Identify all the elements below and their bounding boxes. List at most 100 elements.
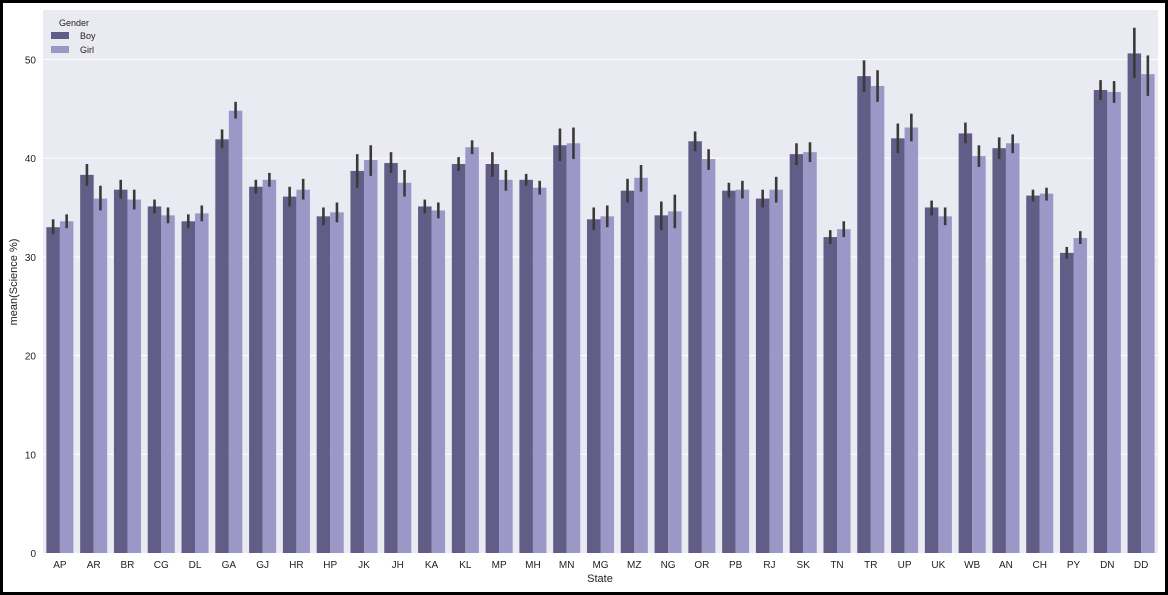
bar-girl-ka xyxy=(431,210,446,553)
bar-boy-dn xyxy=(1093,89,1108,554)
x-tick-label: NG xyxy=(661,560,676,571)
bar-girl-tn xyxy=(837,229,851,553)
bar-girl-or xyxy=(701,159,716,553)
x-tick-label: MZ xyxy=(627,560,641,571)
bar-boy-hr xyxy=(282,196,297,553)
bar-boy-jh xyxy=(384,163,398,553)
bar-boy-ap xyxy=(46,227,60,553)
bar-boy-gj xyxy=(249,186,263,554)
x-tick-label: MH xyxy=(525,560,541,571)
x-tick-label: KL xyxy=(459,560,472,571)
bar-girl-py xyxy=(1073,238,1088,553)
bar-girl-mn xyxy=(566,143,581,554)
bar-boy-tr xyxy=(857,76,871,553)
x-tick-label: TR xyxy=(864,560,877,571)
x-tick-label: JK xyxy=(358,560,370,571)
bar-girl-an xyxy=(1005,143,1020,554)
legend-label-boy: Boy xyxy=(80,31,96,41)
bar-girl-hr xyxy=(296,189,310,553)
bar-girl-br xyxy=(127,199,141,553)
y-tick-label: 50 xyxy=(25,55,37,66)
y-axis-title: mean(Science %) xyxy=(8,239,20,326)
bar-boy-ga xyxy=(215,139,229,553)
y-tick-labels: 0 10 20 30 40 50 xyxy=(25,55,37,560)
x-tick-label: UP xyxy=(898,560,912,571)
bar-boy-br xyxy=(113,189,128,553)
x-tick-label: HR xyxy=(289,560,303,571)
bar-girl-ga xyxy=(228,110,243,554)
bar-boy-mz xyxy=(620,190,635,554)
x-tick-label: AR xyxy=(87,560,101,571)
x-tick-label: JH xyxy=(392,560,404,571)
x-tick-labels: AP AR BR CG DL GA GJ HR HP JK JH KA KL MP MH MN MG MZ NG OR… xyxy=(53,560,1148,571)
bar-boy-ar xyxy=(80,174,94,553)
bar-girl-mp xyxy=(499,179,513,553)
bar-boy-pb xyxy=(722,190,736,554)
x-tick-label: CG xyxy=(154,560,169,571)
bar-girl-dn xyxy=(1107,91,1121,553)
bar-boy-sk xyxy=(789,154,804,553)
bar-boy-ka xyxy=(418,206,432,553)
bar-boy-hp xyxy=(316,216,331,553)
legend-title: Gender xyxy=(59,18,89,28)
y-tick-label: 40 xyxy=(25,154,37,165)
bar-girl-jk xyxy=(363,160,378,553)
bar-girl-jh xyxy=(397,182,412,554)
bar-boy-rj xyxy=(755,198,770,553)
x-tick-label: DN xyxy=(1100,560,1114,571)
bar-girl-uk xyxy=(938,216,952,553)
legend-swatch-boy xyxy=(51,32,69,39)
legend-label-girl: Girl xyxy=(80,45,94,55)
bar-girl-ng xyxy=(668,211,682,554)
x-tick-label: DL xyxy=(189,560,202,571)
bar-girl-mg xyxy=(600,216,615,553)
x-tick-label: CH xyxy=(1033,560,1047,571)
x-axis-title: State xyxy=(587,573,613,585)
x-tick-label: WB xyxy=(964,560,980,571)
bar-girl-sk xyxy=(803,152,817,553)
bar-girl-dl xyxy=(195,213,209,554)
legend-swatch-girl xyxy=(51,46,69,53)
error-bars xyxy=(51,27,1150,259)
bar-boy-wb xyxy=(958,133,973,553)
bars xyxy=(46,53,1155,554)
x-tick-label: KA xyxy=(425,560,439,571)
x-tick-label: HP xyxy=(323,560,337,571)
bar-girl-ap xyxy=(59,221,74,553)
x-tick-label: BR xyxy=(121,560,135,571)
bar-girl-mz xyxy=(634,177,648,553)
bar-boy-ng xyxy=(654,215,669,553)
y-tick-label: 0 xyxy=(30,549,36,560)
bar-girl-hp xyxy=(330,212,344,553)
bar-boy-ch xyxy=(1026,195,1040,553)
bar-girl-rj xyxy=(769,189,783,553)
bar-boy-cg xyxy=(147,206,162,553)
bar-boy-or xyxy=(688,141,702,554)
bar-girl-wb xyxy=(972,156,986,553)
x-tick-label: MP xyxy=(492,560,507,571)
bar-girl-up xyxy=(904,127,919,554)
x-tick-label: PY xyxy=(1067,560,1081,571)
bar-boy-an xyxy=(992,148,1006,553)
bar-boy-py xyxy=(1060,252,1074,554)
bar-girl-dd xyxy=(1141,74,1155,553)
x-tick-label: UK xyxy=(931,560,945,571)
bar-girl-gj xyxy=(262,179,277,553)
x-tick-label: GA xyxy=(222,560,237,571)
bar-boy-mp xyxy=(485,164,500,554)
y-tick-label: 30 xyxy=(25,253,37,264)
x-tick-label: SK xyxy=(797,560,811,571)
y-tick-label: 10 xyxy=(25,450,37,461)
bar-boy-kl xyxy=(451,164,466,554)
bar-boy-jk xyxy=(350,170,364,553)
x-tick-label: PB xyxy=(729,560,743,571)
bar-boy-uk xyxy=(924,207,939,554)
bar-girl-pb xyxy=(735,189,750,553)
bar-girl-ch xyxy=(1039,193,1054,553)
bar-boy-mn xyxy=(553,145,567,554)
bar-boy-mg xyxy=(586,219,601,553)
bar-boy-dd xyxy=(1127,53,1142,553)
bar-girl-ar xyxy=(93,198,108,553)
x-tick-label: RJ xyxy=(763,560,775,571)
